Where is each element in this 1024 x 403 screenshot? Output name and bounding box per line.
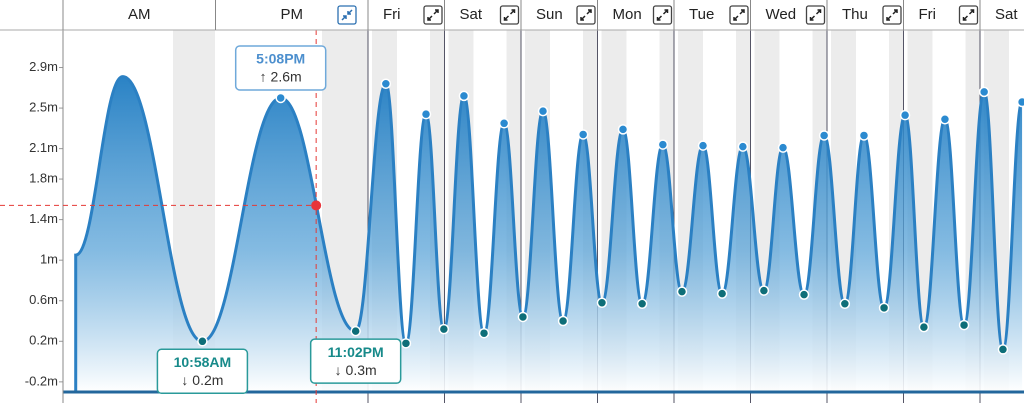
column-label: Tue — [689, 6, 714, 23]
high-point — [777, 142, 789, 153]
column-label: Wed — [766, 6, 797, 23]
expand-button[interactable] — [882, 5, 902, 25]
expand-button[interactable] — [576, 5, 596, 25]
y-tick-label: 2.9m — [29, 59, 58, 74]
expand-button[interactable] — [423, 5, 443, 25]
tooltip-height: ↑ 2.6m — [260, 69, 302, 85]
tide-tooltip: 5:08PM ↑ 2.6m — [234, 45, 327, 91]
low-point — [918, 321, 930, 333]
tide-tooltip: 10:58AM ↓ 0.2m — [156, 348, 249, 395]
high-point — [818, 130, 830, 141]
y-tick-label: -0.2m — [25, 373, 58, 388]
tooltip-height: ↓ 0.2m — [181, 372, 223, 388]
tooltip-box — [156, 348, 249, 395]
column-label: AM — [128, 6, 151, 23]
button-box — [652, 5, 673, 25]
button-box — [499, 5, 520, 25]
tooltip-time: 11:02PM — [328, 344, 384, 360]
tide-line — [74, 75, 1024, 392]
high-point — [697, 140, 709, 151]
button-box — [805, 5, 826, 25]
low-point — [798, 289, 810, 300]
button-icon — [809, 9, 822, 21]
low-point — [878, 302, 890, 314]
button-box — [337, 5, 357, 25]
low-point — [478, 327, 490, 339]
button-icon — [427, 9, 439, 21]
high-point — [420, 108, 432, 120]
high-point — [858, 130, 870, 141]
low-point — [839, 298, 851, 310]
y-tick-label: 0.2m — [29, 333, 58, 348]
high-point — [275, 92, 286, 104]
high-point — [577, 129, 589, 140]
button-icon — [733, 9, 745, 21]
column-label: Sat — [460, 6, 483, 23]
tooltip-time: 10:58AM — [174, 354, 232, 370]
button-box — [576, 5, 596, 25]
high-point — [939, 113, 951, 125]
y-tick-label: 1m — [40, 252, 58, 267]
button-icon — [580, 9, 592, 21]
low-point — [716, 288, 728, 299]
tooltip-box — [234, 45, 327, 91]
tide-tooltip: 11:02PM ↓ 0.3m — [309, 338, 402, 384]
column-label: PM — [281, 6, 304, 23]
button-box — [423, 5, 443, 25]
high-point — [899, 109, 911, 121]
high-point — [737, 141, 749, 152]
button-icon — [886, 9, 898, 21]
high-point — [657, 139, 669, 150]
low-point — [596, 297, 608, 309]
column-label: Fri — [919, 6, 937, 23]
crosshair-dot — [311, 200, 322, 211]
column-label: Sat — [995, 6, 1018, 23]
y-tick-label: 2.1m — [29, 140, 58, 155]
button-icon — [656, 9, 669, 21]
low-point — [557, 315, 569, 327]
y-tick-label: 1.8m — [29, 170, 58, 185]
low-point — [438, 323, 450, 335]
button-box — [882, 5, 902, 25]
low-point — [758, 285, 770, 296]
high-point — [458, 90, 470, 102]
tooltip-time: 5:08PM — [256, 51, 305, 67]
y-tick-label: 1.4m — [29, 211, 58, 226]
button-box — [729, 5, 749, 25]
high-point — [978, 86, 990, 98]
high-point — [498, 118, 510, 129]
y-tick-label: 2.5m — [29, 100, 58, 115]
expand-button[interactable] — [805, 5, 826, 25]
low-point — [517, 311, 529, 323]
high-point — [537, 105, 549, 117]
expand-button[interactable] — [499, 5, 520, 25]
low-point — [197, 336, 208, 347]
column-label: Thu — [842, 6, 868, 23]
expand-button[interactable] — [958, 5, 979, 25]
low-point — [636, 298, 648, 310]
tooltip-height: ↓ 0.3m — [335, 362, 377, 378]
collapse-button[interactable] — [337, 5, 357, 25]
high-point — [380, 78, 392, 89]
button-box — [958, 5, 979, 25]
low-point — [676, 286, 688, 297]
button-icon — [962, 9, 975, 21]
low-point — [400, 338, 412, 349]
button-icon — [341, 9, 353, 21]
expand-button[interactable] — [652, 5, 673, 25]
column-label: Sun — [536, 6, 563, 23]
column-label: Mon — [613, 6, 642, 23]
high-point — [617, 124, 629, 135]
tooltip-box — [309, 338, 402, 384]
low-point — [997, 344, 1009, 355]
button-icon — [503, 9, 516, 21]
y-tick-label: 0.6m — [29, 292, 58, 307]
low-point — [350, 325, 361, 337]
high-point — [1016, 96, 1024, 108]
column-label: Fri — [383, 6, 401, 23]
expand-button[interactable] — [729, 5, 749, 25]
low-point — [958, 319, 970, 331]
